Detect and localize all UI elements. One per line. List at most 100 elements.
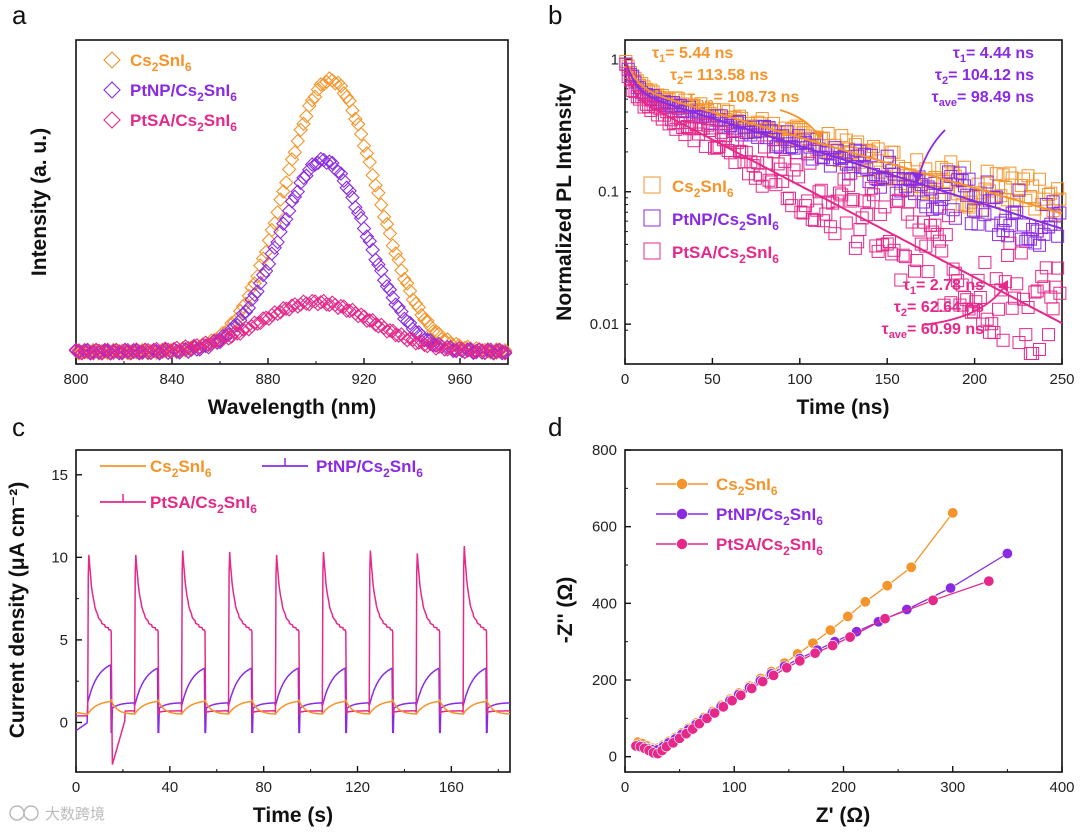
panel-b-annotation-arrow bbox=[921, 283, 1007, 326]
panel-b-point bbox=[823, 159, 837, 173]
panel-b-point bbox=[994, 189, 1008, 203]
panel-a-point bbox=[374, 197, 389, 213]
panel-b-point bbox=[960, 188, 974, 202]
panel-d-legend-label-sub: 6 bbox=[816, 544, 823, 558]
panel-d-point bbox=[1001, 547, 1013, 559]
panel-d-legend-label-part: PtNP/Cs bbox=[716, 505, 783, 524]
panel-a-legend-label-part: SnI bbox=[204, 81, 230, 100]
panel-d-y-tick-label: 0 bbox=[609, 749, 617, 766]
panel-a-point bbox=[253, 275, 268, 291]
panel-b-point bbox=[1005, 301, 1019, 315]
panel-b-point bbox=[1035, 269, 1049, 283]
panel-b-point bbox=[810, 203, 824, 217]
panel-d-legend-label: PtSA/Cs2​SnI6​ bbox=[716, 535, 823, 558]
panel-b-annotation-line: τ2= 104.12 ns bbox=[935, 67, 1034, 87]
panel-a-point bbox=[250, 269, 265, 284]
panel-a-point bbox=[330, 164, 346, 180]
panel-a-point bbox=[276, 216, 291, 231]
panel-a-point bbox=[353, 126, 369, 142]
panel-b-point bbox=[887, 145, 901, 159]
panel-a-legend-label: Cs2​SnI6​ bbox=[130, 51, 192, 74]
panel-a-point bbox=[422, 336, 438, 352]
panel-a-point bbox=[460, 343, 475, 358]
panel-a-point bbox=[371, 185, 386, 201]
panel-d-point bbox=[983, 575, 995, 587]
panel-a-point bbox=[264, 246, 280, 261]
panel-b-point bbox=[960, 293, 974, 307]
panel-b-point bbox=[867, 140, 881, 154]
panel-b-point bbox=[994, 216, 1008, 230]
panel-b-legend-label-part: PtNP/Cs bbox=[672, 210, 739, 229]
panel-a-point bbox=[391, 328, 406, 343]
panel-b-point bbox=[744, 155, 758, 169]
panel-b-point bbox=[944, 169, 958, 183]
panel-a-point bbox=[181, 340, 196, 356]
panel-b-point bbox=[698, 139, 712, 153]
panel-b-point bbox=[998, 181, 1012, 195]
panel-b-annotation-line: τave= 98.49 ns bbox=[932, 89, 1035, 109]
panel-a-point bbox=[212, 333, 228, 348]
panel-d-point bbox=[824, 624, 836, 636]
panel-d-legend-label-sub: 2 bbox=[783, 514, 790, 528]
panel-c-legend-label-part: SnI bbox=[178, 457, 204, 476]
panel-a-legend-label-sub: 6 bbox=[230, 120, 237, 134]
panel-b-arrowhead bbox=[998, 280, 1008, 292]
panel-a-point bbox=[204, 337, 219, 352]
panel-c-legend-label-sub: 6 bbox=[250, 502, 257, 516]
panel-b-point bbox=[842, 178, 856, 192]
panel-a-x-tick-label: 840 bbox=[159, 371, 184, 388]
panel-b-point bbox=[839, 216, 853, 230]
panel-b-annotation-value: = 60.99 ns bbox=[907, 321, 984, 338]
panel-a-point bbox=[247, 287, 262, 303]
panel-b-point bbox=[1053, 286, 1067, 300]
panel-b-point bbox=[985, 317, 999, 331]
panel-b-point bbox=[873, 207, 887, 221]
panel-b-point bbox=[873, 180, 887, 194]
panel-a-point bbox=[345, 103, 360, 118]
panel-a-point bbox=[408, 336, 424, 351]
panel-a-point bbox=[83, 344, 98, 360]
panel-b-point bbox=[771, 157, 785, 171]
panel-b-point bbox=[798, 129, 812, 143]
panel-d-point bbox=[701, 712, 713, 724]
panel-b-y-tick-label: 0.1 bbox=[598, 184, 619, 201]
panel-b-point bbox=[762, 173, 776, 187]
panel-b-point bbox=[914, 178, 928, 192]
panel-b-point bbox=[846, 192, 860, 206]
panel-a-point bbox=[486, 345, 501, 360]
watermark-logo-icon bbox=[9, 805, 25, 821]
watermark: 大数跨境 bbox=[9, 805, 105, 823]
panel-a-point bbox=[278, 211, 294, 227]
panel-a-point bbox=[313, 77, 329, 92]
panel-c-y-title: Current density (μA cm⁻²) bbox=[6, 482, 29, 739]
panel-b-point bbox=[962, 302, 976, 316]
panel-b-point bbox=[746, 159, 760, 173]
panel-b-point bbox=[801, 194, 815, 208]
panel-a-point bbox=[250, 284, 265, 299]
panel-b-point bbox=[853, 144, 867, 158]
panel-d-series-2 bbox=[630, 575, 995, 760]
panel-c-line-ptnp bbox=[75, 663, 510, 734]
panel-a-point bbox=[299, 108, 314, 124]
panel-b-point bbox=[1007, 197, 1021, 211]
panel-a-point bbox=[267, 240, 282, 255]
panel-b-annotation-tau: τ bbox=[953, 45, 960, 62]
panel-d-legend-label-part: Cs bbox=[716, 475, 738, 494]
panel-a-point bbox=[111, 344, 127, 359]
panel-a-point bbox=[206, 333, 222, 348]
panel-d-point bbox=[781, 662, 793, 674]
panel-b-point bbox=[939, 177, 953, 191]
panel-b-point bbox=[907, 264, 921, 278]
panel-b-point bbox=[1012, 183, 1026, 197]
panel-a-point bbox=[356, 309, 372, 324]
panel-c-x-tick-label: 80 bbox=[255, 779, 272, 796]
panel-a-point bbox=[325, 155, 340, 171]
panel-b-point bbox=[962, 172, 976, 186]
panel-b-point bbox=[707, 141, 721, 155]
panel-b-point bbox=[917, 187, 931, 201]
panel-b-point bbox=[855, 211, 869, 225]
panel-b-series-2 bbox=[619, 57, 1067, 361]
panel-b-point bbox=[853, 222, 867, 236]
panel-d-point bbox=[844, 631, 856, 643]
panel-b-y-tick-label: 0.01 bbox=[590, 316, 619, 333]
